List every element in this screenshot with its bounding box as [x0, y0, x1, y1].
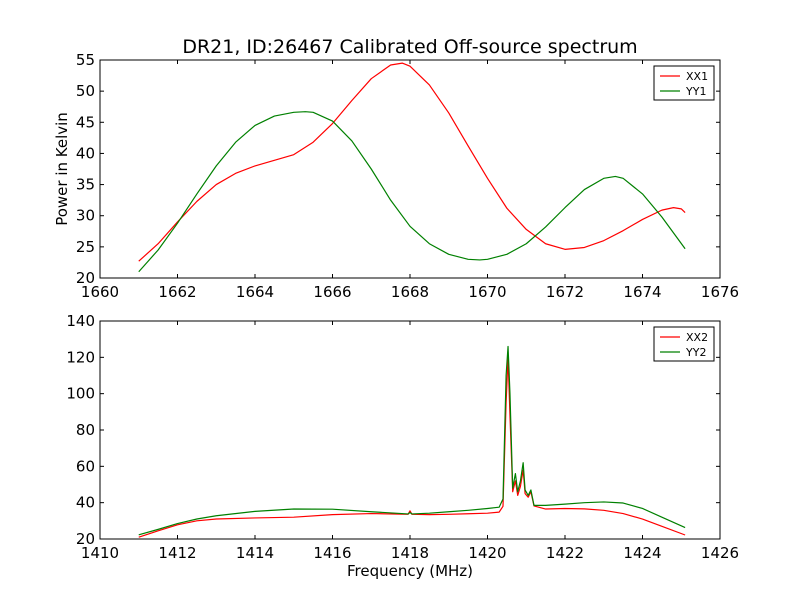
top-chart-xtick-label: 1670: [468, 283, 506, 301]
top-chart-ytick-label: 55: [76, 51, 95, 69]
bottom-chart-ytick-label: 40: [76, 494, 95, 512]
bottom-chart-xlabel: Frequency (MHz): [347, 562, 473, 580]
top-chart-xtick-label: 1664: [236, 283, 274, 301]
bottom-chart: Frequency (MHz) 1410 1412 1414 1416 1418 1420…: [66, 312, 739, 580]
top-chart-ytick-label: 25: [76, 238, 95, 256]
bottom-chart-ytick-label: 60: [76, 457, 95, 475]
bottom-chart-xtick-label: 1420: [468, 544, 506, 562]
top-chart-xtick-label: 1674: [623, 283, 661, 301]
top-chart-xtick-label: 1676: [701, 283, 739, 301]
bottom-chart-series-yy2-line: [138, 345, 686, 536]
top-chart-xtick-label: 1666: [313, 283, 351, 301]
bottom-chart-xtick-label: 1426: [701, 544, 739, 562]
top-chart-legend-label-xx1: XX1: [686, 70, 708, 83]
bottom-chart-xtick-label: 1418: [391, 544, 429, 562]
top-chart-xtick-label: 1660: [81, 283, 119, 301]
bottom-chart-legend-label-xx2: XX2: [686, 331, 708, 344]
bottom-chart-ytick-label: 120: [66, 348, 95, 366]
bottom-chart-ytick-label: 100: [66, 385, 95, 403]
bottom-chart-ytick-label: 140: [66, 312, 95, 330]
bottom-chart-series-xx2-line: [138, 356, 686, 538]
bottom-chart-xtick-label: 1424: [623, 544, 661, 562]
bottom-chart-xtick-label: 1410: [81, 544, 119, 562]
top-chart-xtick-label: 1672: [546, 283, 584, 301]
top-chart-legend-box: [653, 65, 715, 101]
top-chart-plot-area: 1660 1662 1664 1666 1668 1670 1672 1674 1676 20 25…: [76, 51, 739, 301]
bottom-chart-frame: [99, 320, 721, 540]
bottom-chart-legend-box: [653, 326, 715, 362]
top-chart: DR21, ID:26467 Calibrated Off-source spe…: [53, 36, 739, 301]
top-chart-ytick-label: 35: [76, 176, 95, 194]
top-chart-ytick-label: 50: [76, 82, 95, 100]
bottom-chart-ytick-label: 20: [76, 530, 95, 548]
bottom-chart-xtick-label: 1412: [158, 544, 196, 562]
top-chart-series-yy1-line: [138, 111, 686, 273]
top-chart-ylabel: Power in Kelvin: [53, 112, 71, 226]
top-chart-ytick-label: 30: [76, 207, 95, 225]
top-chart-frame: [99, 59, 721, 279]
top-chart-xtick-label: 1662: [158, 283, 196, 301]
top-chart-ytick-label: 45: [76, 113, 95, 131]
top-chart-ytick-label: 40: [76, 144, 95, 162]
top-chart-ytick-label: 20: [76, 269, 95, 287]
bottom-chart-ytick-label: 80: [76, 421, 95, 439]
top-chart-title: DR21, ID:26467 Calibrated Off-source spe…: [182, 36, 637, 58]
top-chart-xtick-label: 1668: [391, 283, 429, 301]
top-chart-series-xx1-line: [138, 62, 686, 262]
top-chart-legend-label-yy1: YY1: [685, 85, 706, 98]
bottom-chart-xtick-label: 1414: [236, 544, 274, 562]
bottom-chart-plot-area: 1410 1412 1414 1416 1418 1420 1422 1424 1426 20 40…: [66, 312, 739, 562]
bottom-chart-xtick-label: 1422: [546, 544, 584, 562]
bottom-chart-legend-label-yy2: YY2: [685, 346, 706, 359]
bottom-chart-xtick-label: 1416: [313, 544, 351, 562]
